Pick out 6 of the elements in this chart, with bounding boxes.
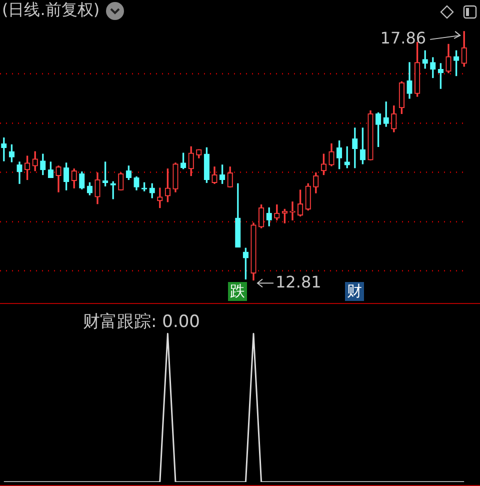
text: 跌 bbox=[228, 282, 247, 301]
chart-title: 财富跟踪: 0.00 bbox=[83, 311, 200, 333]
chart-title: (日线.前复权) bbox=[2, 0, 100, 21]
annotation: 12.81 bbox=[276, 272, 322, 292]
text: 财 bbox=[344, 282, 364, 301]
annotation: 17.86 bbox=[380, 28, 426, 48]
